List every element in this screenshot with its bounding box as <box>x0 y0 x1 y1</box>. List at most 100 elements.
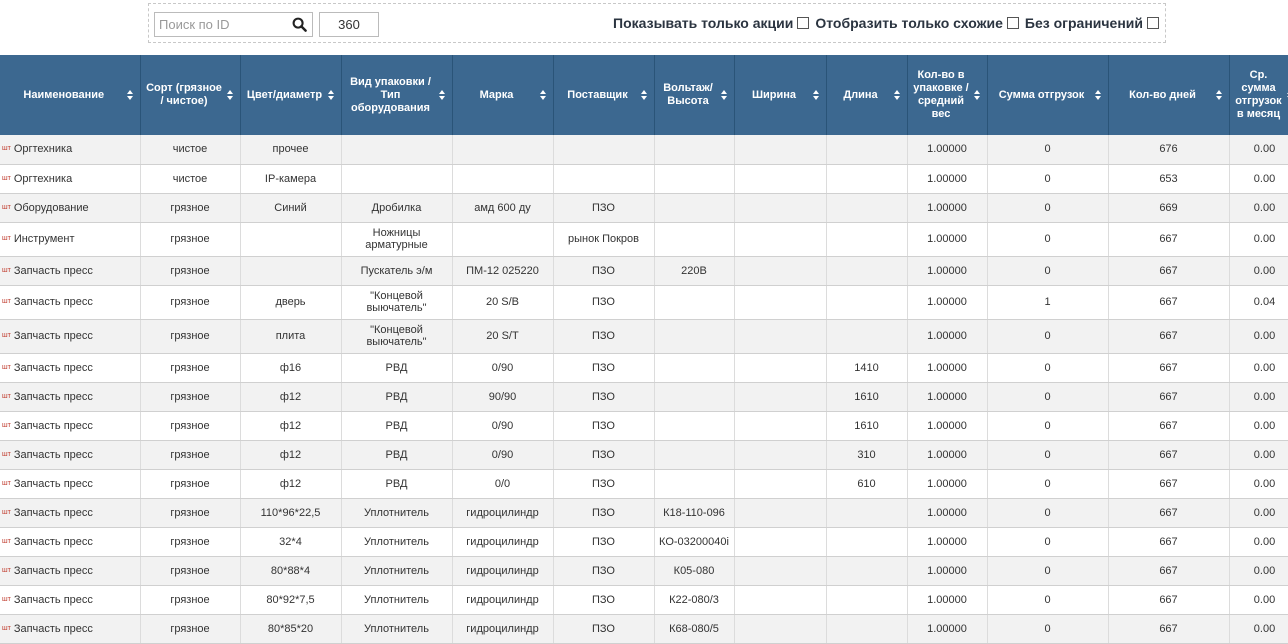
cell-package-type: РВД <box>341 353 453 383</box>
column-header-label: Ширина <box>751 88 797 101</box>
table-row[interactable]: шт Запчасть пресс грязное ф12 РВД 0/90 ПЗО 310 1… <box>0 440 1288 470</box>
cell-color-diameter <box>240 222 342 257</box>
item-name: Запчасть пресс <box>13 564 93 577</box>
unit-badge: шт <box>2 174 11 182</box>
cell-name: шт Запчасть пресс <box>0 614 141 644</box>
sort-icon[interactable] <box>1094 89 1101 101</box>
cell-voltage-height <box>654 469 735 499</box>
cell-shipments-sum: 0 <box>987 556 1109 586</box>
table-row[interactable]: шт Оргтехника чистое прочее 1.00000 0 676 0.00 <box>0 135 1288 165</box>
table-row[interactable]: шт Запчасть пресс грязное 110*96*22,5 Уплотн… <box>0 498 1288 528</box>
cell-voltage-height: 220В <box>654 256 735 286</box>
table-row[interactable]: шт Запчасть пресс грязное ф12 РВД 90/90 ПЗО 161… <box>0 382 1288 412</box>
cell-sort: грязное <box>140 469 241 499</box>
cell-days-count: 667 <box>1108 256 1230 286</box>
only-promotions-checkbox[interactable] <box>797 17 810 29</box>
cell-shipments-sum: 1 <box>987 285 1109 320</box>
column-header-voltage-height[interactable]: Вольтаж/Высота <box>654 55 735 135</box>
cell-package-type: Пускатель э/м <box>341 256 453 286</box>
cell-width <box>734 222 827 257</box>
table-row[interactable]: шт Запчасть пресс грязное 80*92*7,5 Уплотнит… <box>0 585 1288 615</box>
sort-icon[interactable] <box>126 89 133 101</box>
search-icon[interactable] <box>292 17 307 32</box>
table-row[interactable]: шт Запчасть пресс грязное 80*85*20 Уплотните… <box>0 614 1288 644</box>
table-row[interactable]: шт Запчасть пресс грязное ф16 РВД 0/90 ПЗО 1410… <box>0 353 1288 383</box>
table-row[interactable]: шт Оборудование грязное Синий Дробилка амд 60… <box>0 193 1288 223</box>
table-row[interactable]: шт Запчасть пресс грязное плита "Концевой вы… <box>0 319 1288 354</box>
no-limits-filter[interactable]: Без ограничений <box>1025 15 1159 31</box>
sort-icon[interactable] <box>720 89 727 101</box>
sort-icon[interactable] <box>539 89 546 101</box>
only-promotions-filter[interactable]: Показывать только акции <box>613 15 810 31</box>
cell-package-type <box>341 135 453 165</box>
search-input[interactable] <box>159 14 287 35</box>
cell-voltage-height <box>654 285 735 320</box>
cell-brand: 0/90 <box>452 353 554 383</box>
column-header-days-count[interactable]: Кол-во дней <box>1108 55 1230 135</box>
cell-pack-qty: 1.00000 <box>907 382 988 412</box>
cell-length: 310 <box>826 440 908 470</box>
sort-icon[interactable] <box>893 89 900 101</box>
sort-icon[interactable] <box>226 89 233 101</box>
only-similar-checkbox[interactable] <box>1006 17 1019 29</box>
sort-icon[interactable] <box>438 89 445 101</box>
cell-name: шт Оргтехника <box>0 164 141 194</box>
cell-pack-qty: 1.00000 <box>907 411 988 441</box>
column-header-shipments-sum[interactable]: Сумма отгрузок <box>987 55 1109 135</box>
unit-badge: шт <box>2 537 11 545</box>
column-header-sort[interactable]: Сорт (грязное / чистое) <box>140 55 241 135</box>
cell-shipments-sum: 0 <box>987 222 1109 257</box>
column-header-length[interactable]: Длина <box>826 55 908 135</box>
unit-badge: шт <box>2 566 11 574</box>
table-row[interactable]: шт Запчасть пресс грязное Пускатель э/м ПМ-1… <box>0 256 1288 286</box>
table-row[interactable]: шт Инструмент грязное Ножницы арматурные рын… <box>0 222 1288 257</box>
cell-sort: грязное <box>140 527 241 557</box>
sort-icon[interactable] <box>973 89 980 101</box>
cell-width <box>734 164 827 194</box>
cell-supplier: ПЗО <box>553 256 655 286</box>
cell-name: шт Запчасть пресс <box>0 319 141 354</box>
sort-icon[interactable] <box>640 89 647 101</box>
cell-avg-monthly-shipments: 0.00 <box>1229 411 1288 441</box>
no-limits-checkbox[interactable] <box>1147 17 1159 29</box>
column-header-name[interactable]: Наименование <box>0 55 141 135</box>
cell-sort: грязное <box>140 556 241 586</box>
table-row[interactable]: шт Запчасть пресс грязное дверь "Концевой вы… <box>0 285 1288 320</box>
cell-sort: грязное <box>140 285 241 320</box>
column-header-pack-qty[interactable]: Кол-во в упаковке / средний вес <box>907 55 988 135</box>
cell-shipments-sum: 0 <box>987 498 1109 528</box>
column-header-avg-monthly-shipments[interactable]: Ср. сумма отгрузок в месяц <box>1229 55 1288 135</box>
cell-supplier: ПЗО <box>553 498 655 528</box>
cell-avg-monthly-shipments: 0.00 <box>1229 135 1288 165</box>
cell-width <box>734 411 827 441</box>
cell-pack-qty: 1.00000 <box>907 256 988 286</box>
cell-pack-qty: 1.00000 <box>907 164 988 194</box>
cell-pack-qty: 1.00000 <box>907 556 988 586</box>
unit-badge: шт <box>2 479 11 487</box>
cell-pack-qty: 1.00000 <box>907 527 988 557</box>
cell-days-count: 667 <box>1108 411 1230 441</box>
column-header-color-diameter[interactable]: Цвет/диаметр <box>240 55 342 135</box>
filter-options: Показывать только акции Отобразить тольк… <box>607 15 1159 31</box>
table-row[interactable]: шт Запчасть пресс грязное ф12 РВД 0/0 ПЗО 610 1.… <box>0 469 1288 499</box>
column-header-brand[interactable]: Марка <box>452 55 554 135</box>
cell-sort: грязное <box>140 440 241 470</box>
column-header-supplier[interactable]: Поставщик <box>553 55 655 135</box>
column-header-width[interactable]: Ширина <box>734 55 827 135</box>
only-similar-filter[interactable]: Отобразить только схожие <box>815 15 1019 31</box>
sort-icon[interactable] <box>812 89 819 101</box>
cell-length <box>826 498 908 528</box>
column-header-label: Длина <box>843 88 878 101</box>
sort-icon[interactable] <box>1215 89 1222 101</box>
unit-badge: шт <box>2 508 11 516</box>
table-row[interactable]: шт Запчасть пресс грязное 32*4 Уплотнитель ги… <box>0 527 1288 557</box>
table-row[interactable]: шт Оргтехника чистое IP-камера 1.00000 0 653 0.… <box>0 164 1288 194</box>
table-row[interactable]: шт Запчасть пресс грязное ф12 РВД 0/90 ПЗО 1610… <box>0 411 1288 441</box>
item-name: Запчасть пресс <box>13 419 93 432</box>
column-header-package-type[interactable]: Вид упаковки / Тип оборудования <box>341 55 453 135</box>
cell-sort: грязное <box>140 256 241 286</box>
sort-icon[interactable] <box>327 89 334 101</box>
table-row[interactable]: шт Запчасть пресс грязное 80*88*4 Уплотнител… <box>0 556 1288 586</box>
cell-width <box>734 469 827 499</box>
days-input[interactable] <box>319 12 379 37</box>
